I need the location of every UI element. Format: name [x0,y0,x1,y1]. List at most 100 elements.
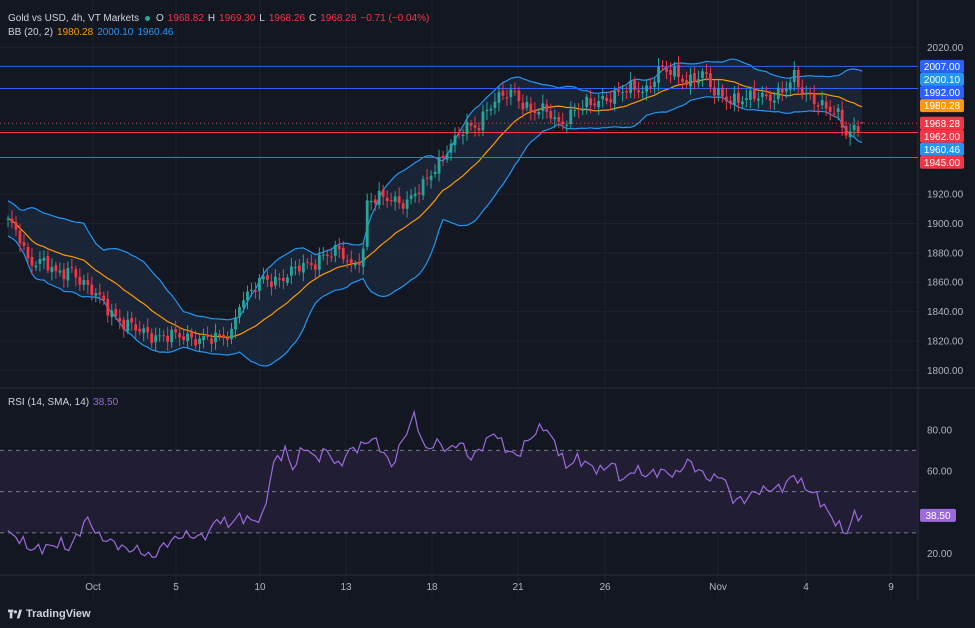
candle[interactable] [740,96,744,109]
candle[interactable] [341,241,345,264]
candle[interactable] [732,85,736,112]
candle[interactable] [681,74,684,90]
candle[interactable] [569,101,573,130]
candle[interactable] [214,323,217,350]
candle[interactable] [824,95,828,116]
candle[interactable] [804,85,808,102]
candle[interactable] [780,81,784,102]
candle[interactable] [162,329,166,342]
candle[interactable] [808,87,812,100]
candle[interactable] [369,192,373,211]
rsi-value-badge[interactable]: 38.50 [920,508,956,522]
price-label-badge[interactable]: 2007.00 [920,59,964,73]
candle[interactable] [477,122,481,137]
candle[interactable] [537,108,541,119]
candle[interactable] [242,291,245,313]
candle[interactable] [721,84,724,103]
candle[interactable] [788,77,792,95]
candle[interactable] [397,187,401,210]
candle[interactable] [473,116,477,137]
candle[interactable] [190,328,193,347]
candle[interactable] [313,259,317,279]
candle[interactable] [54,261,58,279]
candle[interactable] [469,120,473,131]
candle[interactable] [621,84,625,102]
candle[interactable] [693,67,696,90]
tradingview-logo[interactable]: TradingView [8,608,91,620]
candle[interactable] [513,82,517,96]
candle[interactable] [22,234,26,251]
candle[interactable] [645,79,648,101]
bb-lower-line[interactable] [7,96,863,367]
candle[interactable] [844,121,848,140]
candle[interactable] [170,326,174,348]
candle[interactable] [206,326,209,340]
candle[interactable] [629,72,633,99]
candle[interactable] [353,260,357,270]
candle[interactable] [70,258,74,274]
candle[interactable] [840,101,844,136]
candle[interactable] [90,276,94,301]
symbol-legend[interactable]: Gold vs USD, 4h, VT Markets O 1968.82 H 19… [8,13,429,24]
candle[interactable] [258,273,261,300]
rsi-line[interactable] [7,409,863,559]
candles[interactable] [6,55,864,353]
candle[interactable] [545,99,549,119]
candle[interactable] [625,85,629,100]
candle[interactable] [669,62,672,84]
candle[interactable] [389,192,393,207]
candle[interactable] [218,329,221,341]
candle[interactable] [66,261,70,288]
candle[interactable] [533,101,537,121]
price-label-badge[interactable]: 1960.46 [920,142,964,156]
candle[interactable] [281,269,285,290]
candle[interactable] [705,63,708,81]
candle[interactable] [178,326,182,347]
candle[interactable] [756,92,760,109]
candle[interactable] [637,81,641,99]
candle[interactable] [210,333,213,353]
candle[interactable] [752,80,756,103]
candle[interactable] [166,327,170,351]
candle[interactable] [305,258,309,270]
candle[interactable] [585,93,589,115]
candle[interactable] [493,92,497,115]
candle[interactable] [836,104,840,120]
candle[interactable] [74,265,78,287]
candle[interactable] [82,274,86,291]
candle[interactable] [118,309,122,330]
candle[interactable] [457,127,461,139]
candle[interactable] [796,65,800,94]
candle[interactable] [182,329,186,345]
candle[interactable] [661,59,664,72]
candle[interactable] [34,260,38,272]
candle[interactable] [38,251,42,272]
candle[interactable] [437,149,441,182]
candle[interactable] [417,184,421,203]
candle[interactable] [433,164,437,178]
candle[interactable] [725,87,728,111]
candle[interactable] [202,328,205,349]
candle[interactable] [820,91,824,110]
candle[interactable] [98,283,102,304]
candle[interactable] [776,82,780,104]
candle[interactable] [677,55,680,85]
candle[interactable] [736,85,740,112]
candle[interactable] [270,273,273,296]
price-label-badge[interactable]: 1962.00 [920,129,964,143]
candle[interactable] [525,95,529,112]
candle[interactable] [561,112,565,131]
candle[interactable] [18,223,22,253]
candle[interactable] [573,103,577,117]
candle[interactable] [744,89,748,108]
candle[interactable] [194,330,197,350]
candle[interactable] [593,97,597,109]
candle[interactable] [377,182,381,210]
bb-basis-line[interactable] [7,78,863,339]
candle[interactable] [250,282,253,297]
candle[interactable] [768,90,772,110]
candle[interactable] [130,311,134,331]
price-label-badge[interactable]: 1980.28 [920,99,964,113]
candle[interactable] [345,254,349,268]
